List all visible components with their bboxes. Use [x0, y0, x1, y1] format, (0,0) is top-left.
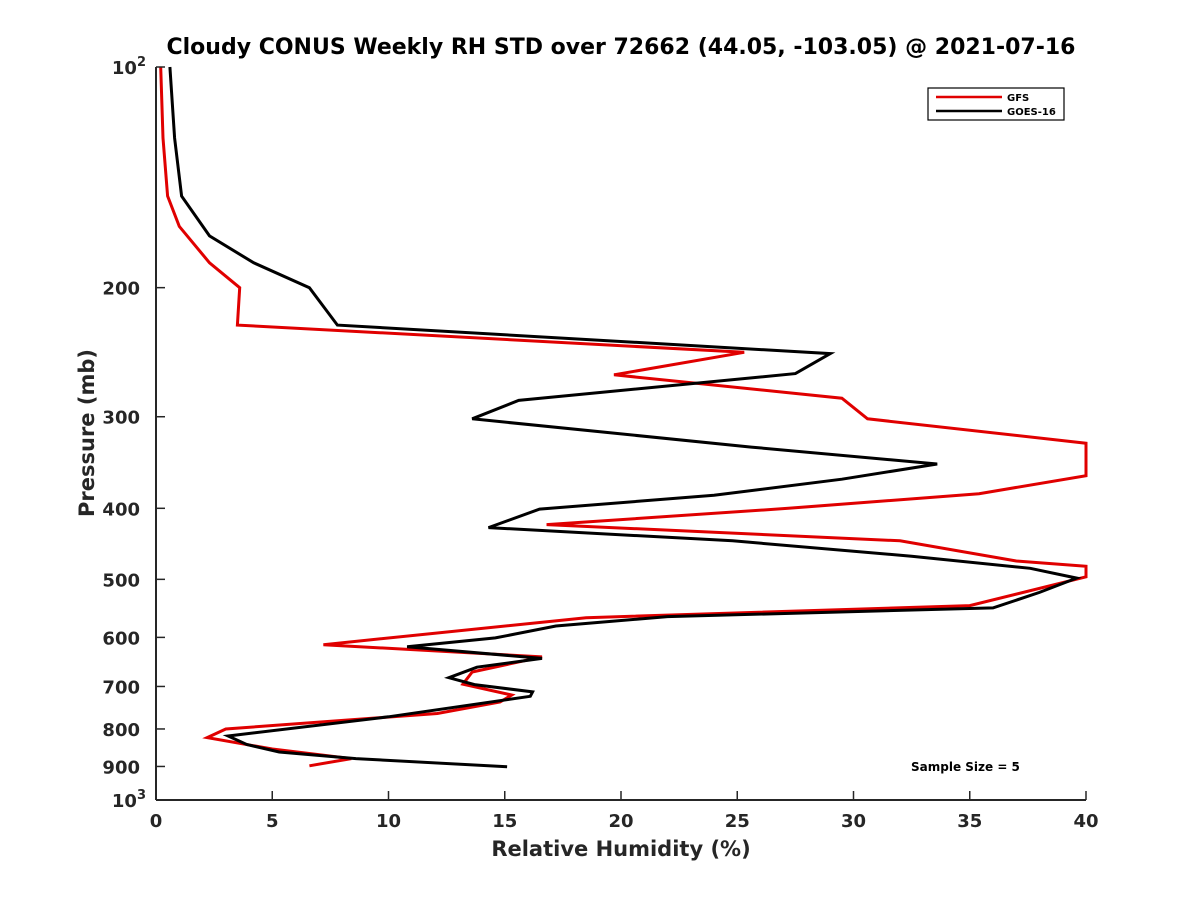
- y-tick-label: 102: [112, 55, 146, 79]
- series-line-gfs: [159, 66, 1088, 768]
- y-tick-label: 300: [102, 408, 140, 429]
- x-tick-label: 0: [150, 811, 163, 832]
- legend: GFS GOES-16: [927, 87, 1065, 121]
- y-ticks: 102 200 300 400 500 600 700 800 900 103: [102, 55, 165, 812]
- legend-label-goes-16: GOES-16: [1007, 107, 1056, 118]
- y-tick-label: 900: [102, 757, 140, 778]
- x-ticks: 0 5 10 15 20 25 30 35 40: [150, 791, 1099, 832]
- series-line-goes-16: [168, 66, 1082, 769]
- legend-box: [927, 87, 1065, 121]
- y-tick-label: 700: [102, 677, 140, 698]
- x-tick-label: 5: [266, 811, 279, 832]
- x-tick-label: 10: [376, 811, 401, 832]
- x-tick-label: 15: [492, 811, 517, 832]
- y-tick-label: 103: [112, 788, 146, 812]
- y-tick-exponent: 2: [137, 55, 146, 70]
- x-axis-label: Relative Humidity (%): [491, 837, 750, 861]
- y-tick-label: 600: [102, 628, 140, 649]
- x-tick-label: 20: [608, 811, 633, 832]
- series-layer: [159, 66, 1088, 769]
- chart-title: Cloudy CONUS Weekly RH STD over 72662 (4…: [167, 35, 1076, 60]
- y-tick-label: 500: [102, 570, 140, 591]
- legend-label-gfs: GFS: [1007, 93, 1029, 104]
- x-tick-label: 40: [1073, 811, 1098, 832]
- y-tick-label: 400: [102, 499, 140, 520]
- sample-size-annotation: Sample Size = 5: [911, 760, 1020, 774]
- y-tick-exponent: 3: [137, 788, 146, 803]
- y-axis-label: Pressure (mb): [75, 349, 99, 517]
- y-tick-label: 800: [102, 720, 140, 741]
- x-tick-label: 35: [957, 811, 982, 832]
- y-tick-label: 200: [102, 279, 140, 300]
- x-tick-label: 30: [841, 811, 866, 832]
- x-tick-label: 25: [725, 811, 750, 832]
